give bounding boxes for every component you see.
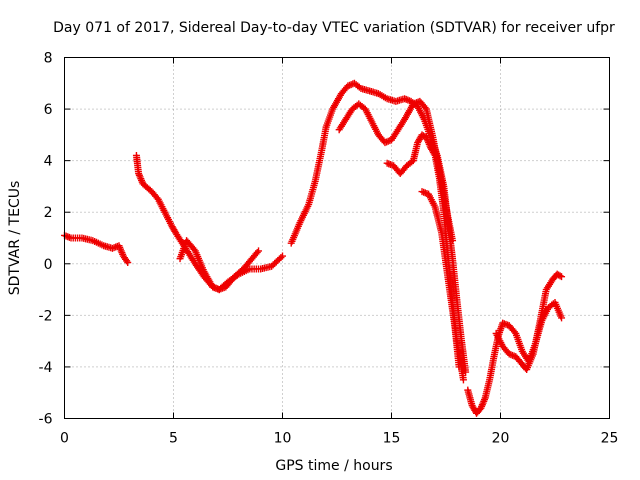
y-tick-label: -6 <box>39 412 53 428</box>
data-point <box>449 237 457 245</box>
data-point <box>279 252 286 260</box>
plot-frame <box>64 57 610 419</box>
y-axis-label: SDTVAR / TECUs <box>7 181 23 296</box>
series-arc-8 <box>464 298 566 417</box>
y-tick-label: 6 <box>44 102 53 118</box>
x-tick-label: 15 <box>383 431 401 447</box>
series-arc-9 <box>492 270 566 374</box>
tick-labels: 0 5 10 15 20 25 -6 -4 -2 0 2 4 6 8 <box>39 51 619 447</box>
data-points <box>61 79 566 417</box>
y-tick-label: 8 <box>44 51 53 67</box>
x-tick-label: 5 <box>169 431 178 447</box>
series-arc-7 <box>418 188 463 371</box>
data-point <box>253 248 261 256</box>
x-axis-label: GPS time / hours <box>275 458 392 474</box>
y-tick-label: 0 <box>44 257 53 273</box>
y-tick-label: 2 <box>44 205 53 221</box>
data-point <box>558 273 566 281</box>
data-point <box>124 258 132 266</box>
series-arc-4 <box>287 79 470 376</box>
data-point <box>556 272 564 280</box>
data-point <box>558 314 566 322</box>
data-point <box>455 363 463 371</box>
x-tick-label: 20 <box>492 431 510 447</box>
data-point <box>123 257 131 265</box>
x-tick-label: 10 <box>274 431 292 447</box>
data-point <box>459 376 467 384</box>
data-point <box>430 150 438 158</box>
series-arc-1 <box>61 231 132 266</box>
data-point <box>277 254 285 262</box>
chart-title: Day 071 of 2017, Sidereal Day-to-day VTE… <box>53 20 615 36</box>
data-point <box>255 247 263 255</box>
series-arc-3 <box>176 237 286 294</box>
y-tick-label: -4 <box>39 360 53 376</box>
data-point <box>421 104 429 112</box>
y-tick-label: 4 <box>44 154 53 170</box>
data-point <box>510 328 518 336</box>
gridlines <box>64 57 610 419</box>
x-tick-label: 25 <box>601 431 619 447</box>
y-tick-label: -2 <box>39 308 53 324</box>
x-tick-label: 0 <box>60 431 69 447</box>
